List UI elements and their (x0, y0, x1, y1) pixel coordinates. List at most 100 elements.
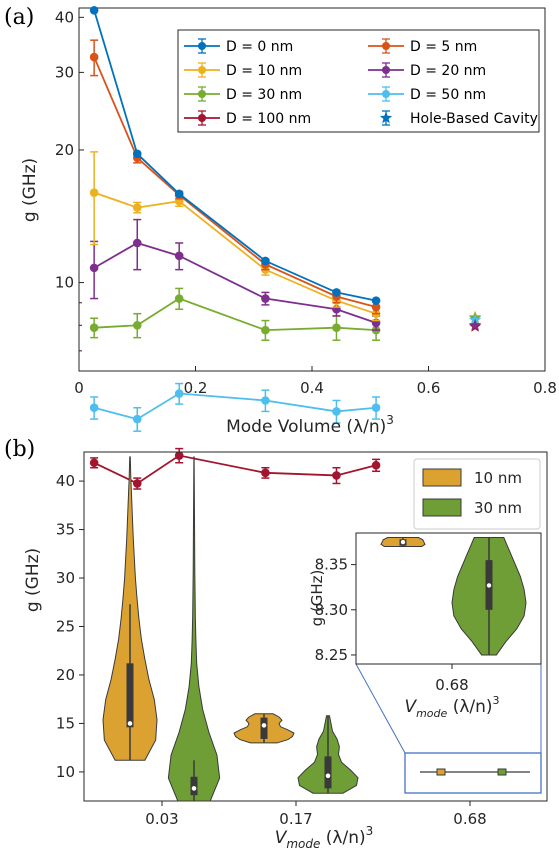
y-tick-label: 20 (56, 666, 75, 684)
legend-entry: 30 nm (422, 498, 522, 517)
data-point (261, 325, 270, 335)
chart-b-legend: 10 nm 30 nm (413, 458, 541, 530)
inset-xtick-label: 0.68 (435, 676, 468, 694)
data-point (132, 479, 142, 488)
legend-label: 30 nm (474, 499, 522, 517)
chart-a-legend: D = 0 nm D = 5 nm D = 10 nm D = 20 nm D = 30… (177, 29, 540, 133)
inset-y-tick-label: 8.30 (315, 601, 348, 619)
series-d-20-nm (89, 218, 381, 331)
y-tick-label: 25 (56, 618, 75, 636)
legend-entry: D = 50 nm (368, 86, 486, 103)
chart-a: 0 0.2 0.4 0.6 0.8 10 20 30 40 g (GHz) Mode Volu… (20, 5, 557, 490)
data-point (332, 323, 341, 332)
data-point (89, 263, 99, 273)
legend-marker (198, 66, 206, 74)
legend-label: D = 5 nm (410, 39, 477, 55)
data-point (89, 188, 99, 197)
legend-label: D = 0 nm (226, 39, 293, 55)
legend-label: D = 100 nm (226, 111, 311, 127)
violin-30-nm-0.03 (167, 456, 221, 802)
series-line (94, 297, 377, 332)
chart-b-ylabel: g (GHz) (23, 548, 43, 612)
legend-star (379, 111, 393, 124)
series-line (93, 56, 377, 308)
x-tick-label: 0.17 (279, 810, 312, 828)
series-line (93, 242, 377, 324)
legend-entry: D = 100 nm (184, 110, 311, 127)
x-tick-label: 0.68 (453, 810, 486, 828)
legend-label: D = 10 nm (226, 63, 302, 79)
legend-label: D = 30 nm (226, 87, 302, 103)
data-point (332, 407, 341, 416)
y-tick-label: 10 (55, 274, 74, 292)
inset-ylabel: g (GHz) (308, 570, 326, 627)
inset-violin-10-nm (380, 537, 426, 548)
legend-entry: D = 20 nm (368, 62, 486, 79)
legend-marker (198, 114, 206, 122)
legend-label: Hole-Based Cavity (410, 111, 538, 127)
y-tick-label: 35 (56, 521, 75, 539)
y-tick-label: 10 (56, 763, 75, 781)
inset-y-tick-label: 8.35 (315, 556, 348, 574)
data-point (261, 256, 270, 266)
series-line (93, 10, 377, 302)
legend-patch (422, 498, 462, 517)
legend-marker (382, 42, 390, 50)
data-point (174, 251, 184, 261)
violin-median (325, 773, 331, 779)
series-d-50-nm (89, 382, 381, 432)
x-tick-label: 0.8 (533, 379, 557, 397)
data-point (132, 414, 142, 424)
data-point (89, 403, 99, 413)
legend-entry: D = 5 nm (368, 38, 477, 55)
chart-a-ylabel: g (GHz) (20, 158, 40, 222)
legend-entry: D = 0 nm (184, 38, 293, 55)
legend-label: D = 50 nm (410, 87, 486, 103)
x-tick-label: 0.03 (145, 810, 178, 828)
legend-patch (422, 468, 462, 487)
legend-marker (382, 90, 390, 98)
zoom-violin-30nm (497, 768, 507, 776)
violin-box (324, 756, 332, 789)
hole-cavity-star (468, 318, 482, 331)
data-point (89, 5, 99, 15)
data-point (371, 403, 381, 413)
violin-box (190, 776, 198, 796)
series-line (93, 392, 377, 421)
series-d-0-nm (89, 5, 381, 305)
y-tick-label: 40 (55, 8, 74, 26)
data-point (261, 468, 270, 478)
data-point (261, 396, 270, 405)
x-tick-label: 0.2 (184, 379, 208, 397)
legend-label: D = 20 nm (410, 63, 486, 79)
violin-median (127, 721, 133, 726)
violin-30-nm-0.17 (297, 715, 359, 794)
chart-b-xlabel: Vmode (λ/n)3 (275, 824, 374, 850)
series-d-100-nm (89, 447, 381, 490)
panel-b-label: (b) (4, 437, 35, 462)
inset-violin-30-nm (451, 537, 527, 656)
violin-box (260, 717, 268, 739)
data-point (174, 451, 184, 460)
data-point (89, 458, 99, 468)
legend-entry: D = 30 nm (184, 86, 302, 103)
data-point (174, 389, 184, 398)
chart-a-xlabel: Mode Volume (λ/n)3 (226, 413, 394, 437)
data-point (89, 323, 99, 332)
inset-xlabel: Vmode (λ/n)3 (404, 694, 499, 720)
data-point (132, 320, 142, 330)
legend-marker (198, 42, 206, 50)
data-point (89, 52, 99, 62)
data-point (132, 238, 142, 248)
y-tick-label: 40 (56, 472, 75, 490)
legend-label: 10 nm (474, 469, 522, 487)
y-tick-label: 30 (55, 63, 74, 81)
inset-zoom-box (404, 752, 542, 794)
data-point (174, 294, 184, 303)
x-tick-label: 0.6 (417, 379, 441, 397)
legend-marker (382, 66, 390, 74)
data-point (371, 296, 381, 305)
data-point (132, 203, 142, 212)
chart-b: 10 15 20 25 30 35 40 0.03 0.17 0.68 g (GHz) Vmod… (23, 451, 548, 850)
